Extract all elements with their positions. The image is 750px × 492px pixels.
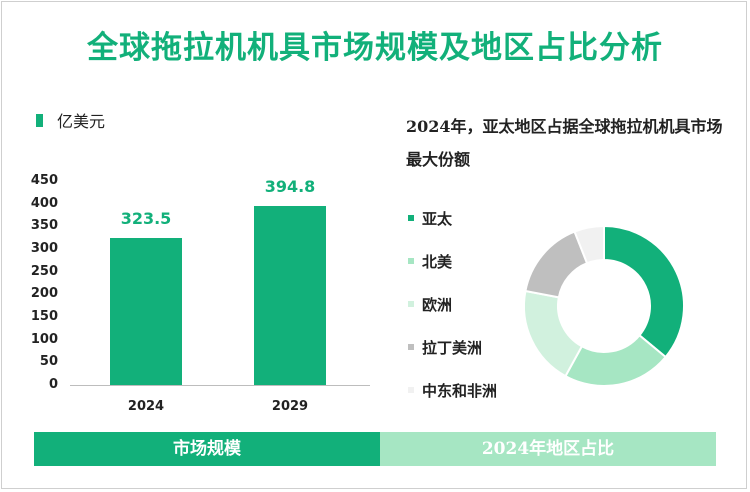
donut-slice-4 xyxy=(573,224,605,265)
legend-label: 拉丁美洲 xyxy=(422,338,483,357)
legend-label: 亚太 xyxy=(422,209,453,228)
legend-item: 欧洲 xyxy=(408,294,452,314)
footer-market-size: 市场规模 xyxy=(34,432,380,466)
unit-label: 亿美元 xyxy=(57,112,106,131)
legend-swatch xyxy=(408,215,414,221)
y-tick-label: 100 xyxy=(30,331,58,347)
legend-item: 中东和非洲 xyxy=(408,380,497,400)
legend-label: 中东和非洲 xyxy=(422,381,498,400)
legend-label: 欧洲 xyxy=(422,295,453,314)
x-axis-line xyxy=(70,385,370,386)
x-tick-label: 2024 xyxy=(127,399,165,414)
y-tick-label: 50 xyxy=(39,354,58,370)
x-tick-label: 2029 xyxy=(271,399,309,414)
legend-item: 拉丁美洲 xyxy=(408,337,482,357)
bar-2029 xyxy=(254,206,326,385)
bar-2024 xyxy=(110,238,182,385)
donut-slice-2 xyxy=(523,289,584,378)
donut-slice-0 xyxy=(603,224,685,359)
legend-swatch xyxy=(408,258,414,264)
region-donut-chart xyxy=(523,224,685,387)
y-tick-label: 200 xyxy=(30,286,58,302)
y-tick-label: 250 xyxy=(30,263,58,279)
y-tick-label: 300 xyxy=(30,241,58,256)
y-tick-label: 150 xyxy=(30,309,58,324)
bar-value-label: 394.8 xyxy=(264,177,316,197)
legend-swatch xyxy=(408,387,414,393)
region-note: 2024年，亚太地区占据全球拖拉机机具市场最大份额 xyxy=(406,117,723,169)
y-tick-label: 0 xyxy=(48,377,58,392)
legend-label: 北美 xyxy=(422,252,453,271)
y-tick-label: 450 xyxy=(30,173,58,188)
legend-item: 亚太 xyxy=(408,208,452,228)
y-tick-label: 350 xyxy=(30,218,58,234)
footer-region-share: 2024年地区占比 xyxy=(380,432,716,466)
unit-swatch xyxy=(36,113,43,127)
legend-item: 北美 xyxy=(408,251,452,271)
unit-legend: 亿美元 xyxy=(36,110,106,131)
chart-title: 全球拖拉机机具市场规模及地区占比分析 xyxy=(87,30,663,66)
bar-value-label: 323.5 xyxy=(120,209,172,229)
legend-swatch xyxy=(408,301,414,307)
y-tick-label: 400 xyxy=(30,195,58,211)
legend-swatch xyxy=(408,344,414,350)
